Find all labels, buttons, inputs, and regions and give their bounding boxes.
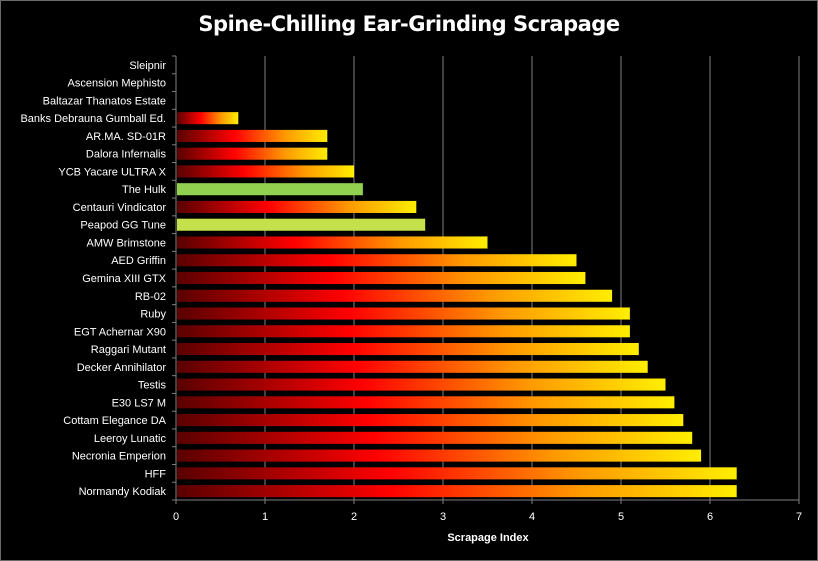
category-label: AMW Brimstone <box>87 237 166 249</box>
bar <box>177 467 737 480</box>
category-label: Testis <box>138 380 167 392</box>
bar <box>177 360 648 373</box>
category-label: Cottam Elegance DA <box>63 415 166 427</box>
bar <box>177 183 363 196</box>
bar <box>177 325 630 338</box>
x-tick-label: 0 <box>173 511 179 523</box>
bar <box>177 431 693 444</box>
x-tick-label: 3 <box>440 511 446 523</box>
category-label: Normandy Kodiak <box>79 486 167 498</box>
bars <box>177 112 737 498</box>
category-label: HFF <box>145 468 167 480</box>
category-label: Dalora Infernalis <box>86 149 167 161</box>
category-label: EGT Achernar X90 <box>74 326 166 338</box>
bar <box>177 165 354 178</box>
x-tick-label: 2 <box>351 511 357 523</box>
category-label: AED Griffin <box>111 255 166 267</box>
category-label: Ruby <box>140 309 166 321</box>
chart-title: Spine-Chilling Ear-Grinding Scrapage <box>198 12 620 36</box>
category-label: Centauri Vindicator <box>73 202 167 214</box>
category-label: RB-02 <box>135 291 166 303</box>
bar <box>177 343 639 356</box>
bar <box>177 200 417 213</box>
bar <box>177 378 666 391</box>
category-label: Leeroy Lunatic <box>94 433 167 445</box>
bar <box>177 271 586 285</box>
axes: 0 1 2 3 4 5 6 7 Sleipnir Ascension Mephisto Baltaz… <box>20 55 802 523</box>
category-label: Baltazar Thanatos Estate <box>43 95 166 107</box>
category-label: Decker Annihilator <box>77 362 167 374</box>
category-label: YCB Yacare ULTRA X <box>58 166 166 178</box>
bar <box>177 289 613 302</box>
category-label: Ascension Mephisto <box>68 78 166 90</box>
x-tick-label: 1 <box>262 511 268 523</box>
bar <box>177 147 328 160</box>
x-tick-label: 4 <box>529 511 535 523</box>
bar <box>177 254 577 267</box>
x-tick-label: 7 <box>796 511 802 523</box>
category-label: Banks Debrauna Gumball Ed. <box>20 113 166 125</box>
x-tick-label: 5 <box>618 511 624 523</box>
bar <box>177 449 702 462</box>
x-tick-label: 6 <box>707 511 713 523</box>
category-label: Raggari Mutant <box>91 344 166 356</box>
bar <box>177 218 426 231</box>
category-label: Peapod GG Tune <box>80 220 166 232</box>
bar <box>177 485 737 498</box>
category-label: The Hulk <box>122 184 167 196</box>
x-axis-label: Scrapage Index <box>447 532 529 544</box>
category-label: AR.MA. SD-01R <box>86 131 166 143</box>
category-label: E30 LS7 M <box>112 397 166 409</box>
bar <box>177 414 684 427</box>
bar <box>177 129 328 142</box>
category-label: Sleipnir <box>129 60 166 72</box>
category-label: Necronia Emperion <box>72 451 166 463</box>
bar <box>177 307 630 320</box>
bar <box>177 236 488 249</box>
bar <box>177 112 239 125</box>
bar <box>177 396 675 409</box>
category-label: Gemina XIII GTX <box>82 273 166 285</box>
